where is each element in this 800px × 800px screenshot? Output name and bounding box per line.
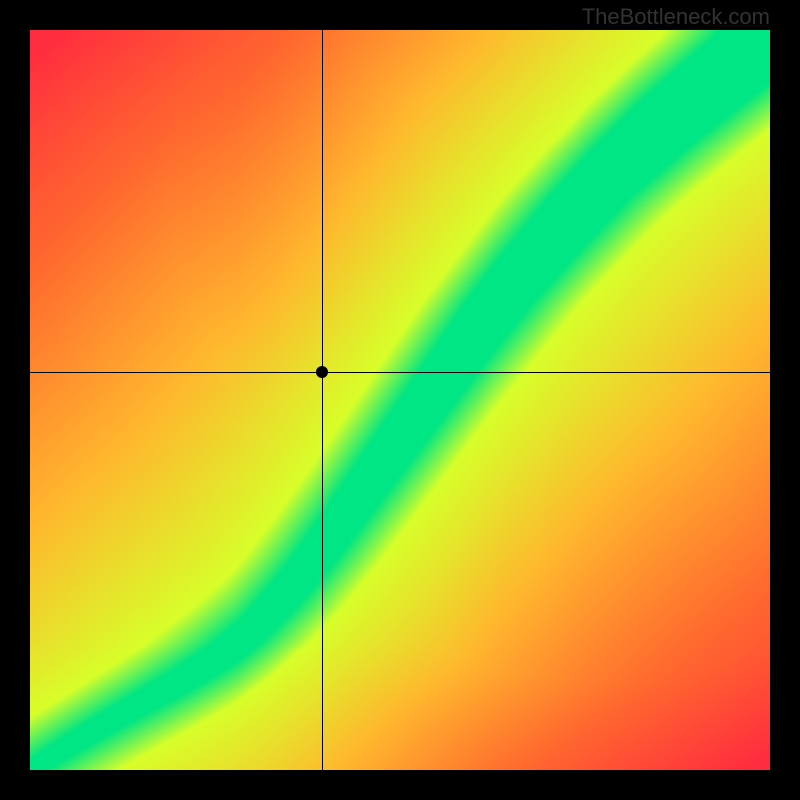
crosshair-horizontal: [30, 372, 770, 373]
selection-marker: [316, 366, 328, 378]
heatmap-plot: [30, 30, 770, 770]
heatmap-canvas: [30, 30, 770, 770]
watermark-text: TheBottleneck.com: [582, 4, 770, 30]
crosshair-vertical: [322, 30, 323, 770]
